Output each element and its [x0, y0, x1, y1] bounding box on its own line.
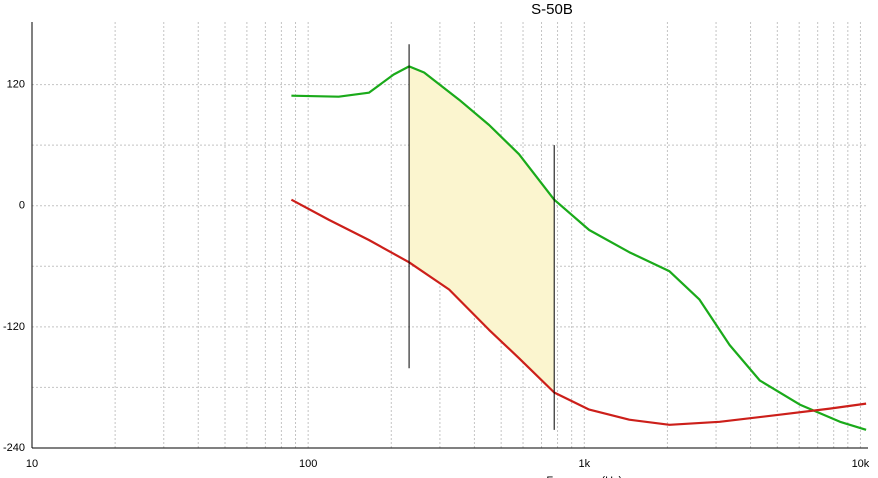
- series-line: [290, 198, 867, 426]
- x-tick-label: 10: [26, 458, 38, 470]
- y-tick-label: -240: [3, 442, 25, 454]
- series-line: [291, 65, 867, 431]
- y-tick-label: 120: [7, 78, 25, 90]
- x-tick-label: 1k: [578, 458, 590, 470]
- shaded-band: [409, 66, 555, 393]
- x-axis-title: Frequency (Hz): [546, 475, 622, 478]
- y-tick-label: -120: [3, 321, 25, 333]
- x-tick-label: 100: [299, 458, 317, 470]
- y-tick-label: 0: [19, 200, 25, 212]
- chart-title: S-50B: [531, 1, 573, 18]
- x-tick-label: 10k: [852, 458, 870, 470]
